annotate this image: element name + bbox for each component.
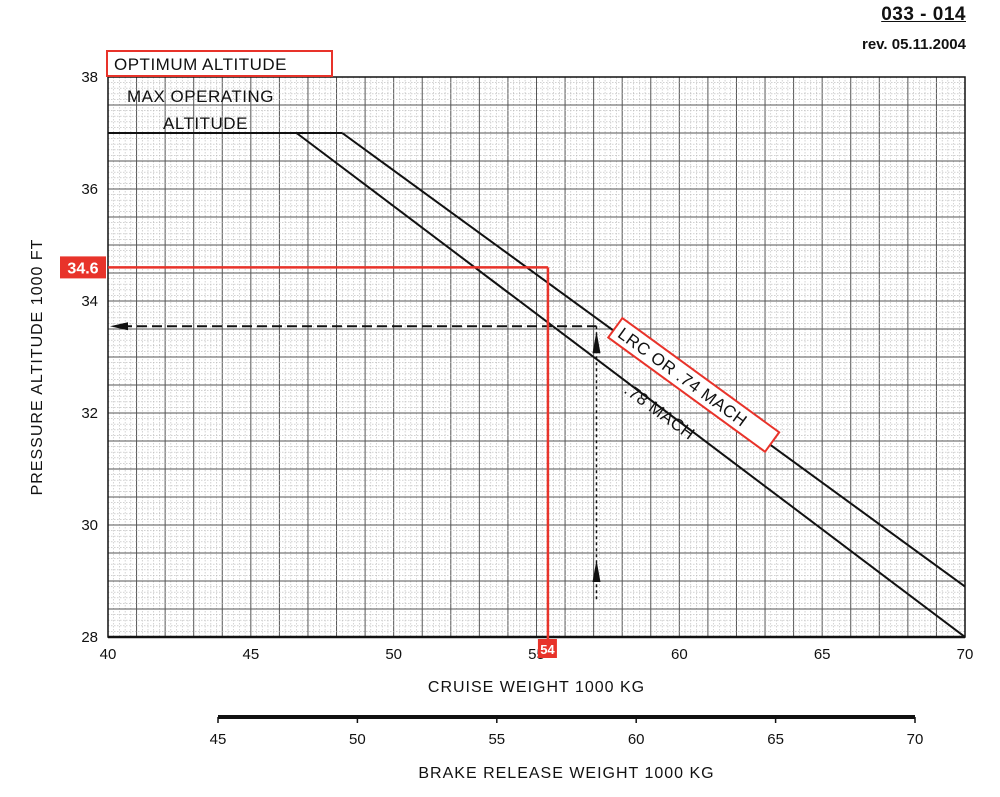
x-tick-label: 70	[957, 646, 974, 663]
max-operating-label-line2: ALTITUDE	[163, 114, 248, 133]
y-tick-label: 32	[81, 405, 98, 422]
altitude-badge	[60, 256, 106, 279]
secondary-x-tick-label: 65	[767, 731, 784, 748]
secondary-x-axis-title: BRAKE RELEASE WEIGHT 1000 KG	[418, 765, 714, 782]
y-tick-label: 28	[81, 629, 98, 646]
max-operating-label-line1: MAX OPERATING	[127, 87, 274, 106]
x-tick-label: 45	[242, 646, 259, 663]
weight-badge-label: 54	[540, 642, 555, 657]
revision-date: rev. 05.11.2004	[862, 36, 966, 53]
secondary-x-tick-label: 55	[488, 731, 505, 748]
x-tick-label: 65	[814, 646, 831, 663]
up-arrow-icon	[592, 560, 601, 582]
secondary-x-tick-label: 50	[349, 731, 366, 748]
secondary-x-tick-label: 60	[628, 731, 645, 748]
y-tick-label: 36	[81, 181, 98, 198]
secondary-x-tick-label: 45	[210, 731, 227, 748]
y-tick-label: 34	[81, 293, 98, 310]
y-axis-title: PRESSURE ALTITUDE 1000 FT	[29, 239, 46, 496]
title-box	[106, 50, 333, 77]
lrc-label-box	[606, 316, 781, 454]
document-code: 033 - 014	[881, 4, 966, 25]
weight-badge	[537, 639, 557, 658]
x-tick-label: 50	[385, 646, 402, 663]
x-tick-label: 60	[671, 646, 688, 663]
plot-frame	[107, 76, 966, 719]
y-tick-label: 38	[81, 69, 98, 86]
series-line-078-mach	[295, 132, 966, 638]
left-arrow-icon	[110, 322, 128, 331]
x-axis-title: CRUISE WEIGHT 1000 KG	[428, 679, 645, 696]
altitude-badge-label: 34.6	[67, 260, 98, 277]
secondary-x-tick-label: 70	[907, 731, 924, 748]
y-tick-label: 30	[81, 517, 98, 534]
up-arrow-icon	[592, 331, 601, 354]
chart-title: OPTIMUM ALTITUDE	[114, 55, 287, 74]
grid-lines	[107, 76, 966, 638]
x-tick-label: 40	[100, 646, 117, 663]
